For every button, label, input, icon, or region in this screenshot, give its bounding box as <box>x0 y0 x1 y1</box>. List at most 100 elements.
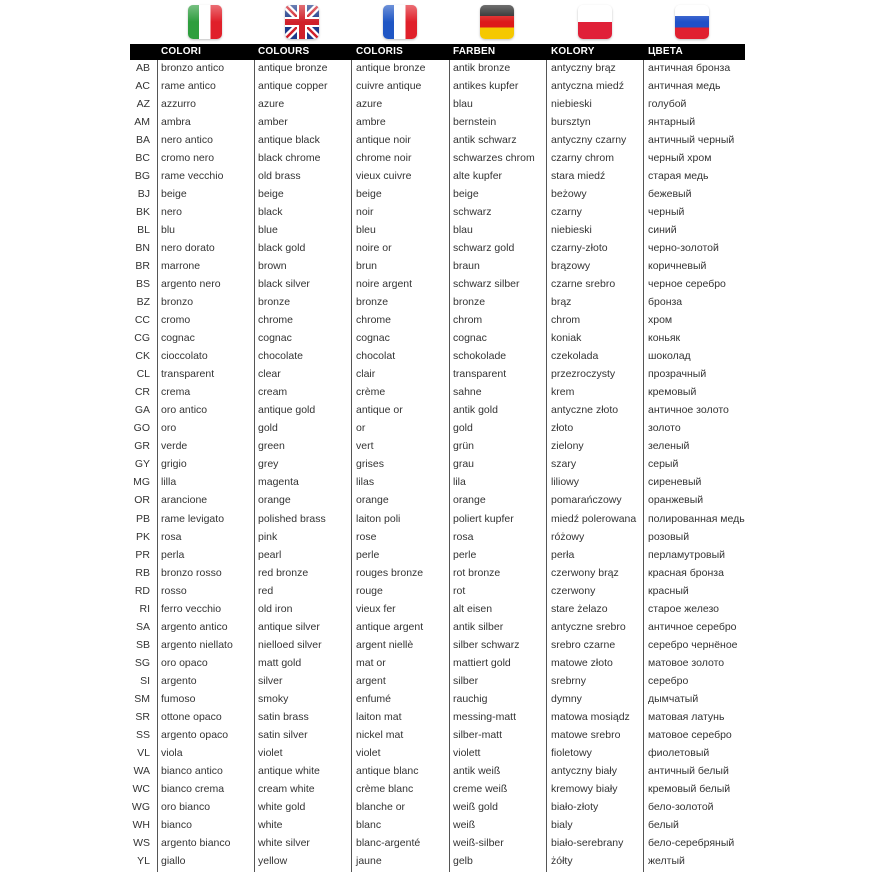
color-code: BN <box>135 242 150 255</box>
color-name-cell: ferro vecchio <box>161 602 222 615</box>
color-name-cell: античный черный <box>648 134 735 147</box>
color-name-cell: laiton poli <box>356 512 401 525</box>
color-name-cell: argento <box>161 674 197 687</box>
color-name-cell: argento antico <box>161 620 228 633</box>
italy-flag-icon <box>188 5 222 39</box>
table-row: BN nero dorato black gold noire or schwarz g… <box>130 239 745 257</box>
color-name-cell: weiß <box>453 818 476 831</box>
color-name-cell: złoto <box>551 422 574 435</box>
color-name-cell: schwarz gold <box>453 242 515 255</box>
russia-flag-icon <box>675 5 709 39</box>
color-name-cell: beżowy <box>551 188 587 201</box>
color-name-cell: polished brass <box>258 512 326 525</box>
color-name-cell: antique gold <box>258 404 316 417</box>
color-name-cell: оранжевый <box>648 494 704 507</box>
table-row: SI argento silver argent silber srebrny серебр… <box>130 672 745 690</box>
color-name-cell: pearl <box>258 548 282 561</box>
column-divider <box>351 60 352 872</box>
color-name-cell: alt eisen <box>453 602 493 615</box>
color-name-cell: rose <box>356 530 377 543</box>
color-name-cell: gold <box>453 422 473 435</box>
color-name-cell: azure <box>356 98 383 111</box>
france-flag-icon <box>383 5 417 39</box>
color-name-cell: chocolate <box>258 350 303 363</box>
color-name-cell: дымчатый <box>648 692 699 705</box>
color-name-cell: старое железо <box>648 602 720 615</box>
color-name-cell: koniak <box>551 332 582 345</box>
color-name-cell: orange <box>453 494 486 507</box>
table-row: RB bronzo rosso red bronze rouges bronze rot… <box>130 564 745 582</box>
color-name-cell: bronze <box>356 296 389 309</box>
color-name-cell: chrome <box>258 314 294 327</box>
color-name-cell: argento niellato <box>161 638 233 651</box>
color-name-cell: cream <box>258 386 288 399</box>
color-code: BA <box>135 134 150 147</box>
color-name-cell: perła <box>551 548 575 561</box>
table-row: WA bianco antico antique white antique blan… <box>130 762 745 780</box>
table-row: PR perla pearl perle perle perła перламутровый <box>130 546 745 564</box>
color-code: WH <box>132 818 151 831</box>
color-name-cell: clear <box>258 368 281 381</box>
color-name-cell: синий <box>648 224 677 237</box>
column-divider <box>157 60 158 872</box>
color-name-cell: mat or <box>356 656 386 669</box>
color-name-cell: green <box>258 440 285 453</box>
column-divider <box>449 60 450 872</box>
color-name-cell: gelb <box>453 854 473 867</box>
color-code: BG <box>134 170 150 183</box>
color-name-cell: розовый <box>648 530 690 543</box>
color-name-cell: antik schwarz <box>453 134 517 147</box>
color-name-cell: blu <box>161 224 176 237</box>
color-name-cell: chrome <box>356 314 392 327</box>
color-name-cell: orange <box>356 494 389 507</box>
color-name-cell: stara miedź <box>551 170 606 183</box>
table-row: BL blu blue bleu blau niebieski синий <box>130 221 745 239</box>
color-name-cell: giallo <box>161 854 186 867</box>
color-name-cell: rouges bronze <box>356 566 424 579</box>
color-name-cell: bialy <box>551 818 573 831</box>
color-name-cell: weiß gold <box>453 800 498 813</box>
color-name-cell: old brass <box>258 170 301 183</box>
table-row: CG cognac cognac cognac cognac koniak коньяк <box>130 329 745 347</box>
color-name-cell: violett <box>453 746 481 759</box>
table-row: SB argento niellato nielloed silver argent … <box>130 636 745 654</box>
color-name-cell: srebro czarne <box>551 638 616 651</box>
table-row: BK nero black noir schwarz czarny черный <box>130 203 745 221</box>
color-name-cell: magenta <box>258 476 299 489</box>
color-name-cell: cognac <box>453 332 487 345</box>
color-name-cell: коричневый <box>648 260 707 273</box>
color-name-cell: голубой <box>648 98 687 111</box>
color-name-cell: серебро <box>648 674 689 687</box>
color-name-cell: матовая латунь <box>648 710 725 723</box>
table-row: SS argento opaco satin silver nickel mat sil… <box>130 726 745 744</box>
color-code: GO <box>133 422 150 435</box>
color-code: SI <box>140 674 150 687</box>
color-name-cell: white silver <box>258 836 310 849</box>
color-name-cell: шоколад <box>648 350 691 363</box>
color-name-cell: chrome noir <box>356 152 412 165</box>
color-name-cell: бежевый <box>648 188 692 201</box>
color-name-cell: crema <box>161 386 191 399</box>
color-name-cell: messing-matt <box>453 710 517 723</box>
color-name-cell: czerwony <box>551 584 596 597</box>
table-row: SR ottone opaco satin brass laiton mat messi… <box>130 708 745 726</box>
color-code: RD <box>134 584 150 597</box>
color-name-cell: silber <box>453 674 479 687</box>
color-name-cell: blanc-argenté <box>356 836 421 849</box>
column-divider <box>254 60 255 872</box>
color-name-cell: cromo <box>161 314 191 327</box>
uk-flag-icon <box>285 5 319 39</box>
color-code: RB <box>135 566 150 579</box>
color-code: CG <box>134 332 150 345</box>
color-name-cell: black <box>258 206 283 219</box>
color-name-cell: niebieski <box>551 98 592 111</box>
color-code: WC <box>132 782 151 795</box>
color-code: YL <box>137 854 150 867</box>
color-name-cell: marrone <box>161 260 201 273</box>
color-name-cell: przezroczysty <box>551 368 616 381</box>
table-row: GO oro gold or gold złoto золото <box>130 419 745 437</box>
color-name-cell: черное серебро <box>648 278 726 291</box>
color-name-cell: red <box>258 584 274 597</box>
color-name-cell: zielony <box>551 440 584 453</box>
color-name-cell: lilla <box>161 476 177 489</box>
